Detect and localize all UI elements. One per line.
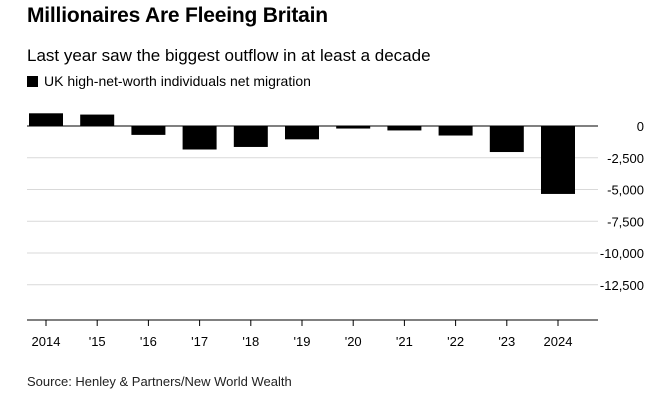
bar (489, 126, 524, 153)
y-tick-label: -2,500 (607, 151, 644, 166)
y-tick-label: 0 (637, 119, 644, 134)
bar (285, 126, 319, 140)
y-tick-label: -5,000 (607, 183, 644, 198)
source-note: Source: Henley & Partners/New World Weal… (27, 374, 292, 389)
x-tick-label: '20 (345, 334, 362, 349)
bar (29, 113, 63, 126)
chart-title: Millionaires Are Fleeing Britain (27, 4, 328, 27)
x-tick-label: '15 (89, 334, 106, 349)
bar (80, 114, 115, 126)
x-tick-label: 2024 (544, 334, 573, 349)
x-tick-label: '16 (140, 334, 157, 349)
legend-label: UK high-net-worth individuals net migrat… (44, 73, 311, 89)
legend-swatch (27, 75, 38, 87)
y-tick-label: -12,500 (600, 278, 644, 293)
x-tick-label: '19 (294, 334, 311, 349)
y-tick-label: -10,000 (600, 246, 644, 261)
bar (336, 126, 371, 129)
bar (438, 126, 473, 136)
y-tick-label: -7,500 (607, 214, 644, 229)
bar (182, 126, 217, 150)
bar (387, 126, 422, 131)
x-tick-label: '22 (447, 334, 464, 349)
legend: UK high-net-worth individuals net migrat… (27, 73, 311, 89)
bar (233, 126, 268, 147)
x-tick-label: '18 (242, 334, 259, 349)
x-tick-label: '23 (498, 334, 515, 349)
x-tick-label: 2014 (32, 334, 61, 349)
bar (541, 126, 575, 194)
bar (131, 126, 166, 135)
chart-subtitle: Last year saw the biggest outflow in at … (27, 46, 431, 65)
x-tick-label: '17 (191, 334, 208, 349)
x-tick-label: '21 (396, 334, 413, 349)
